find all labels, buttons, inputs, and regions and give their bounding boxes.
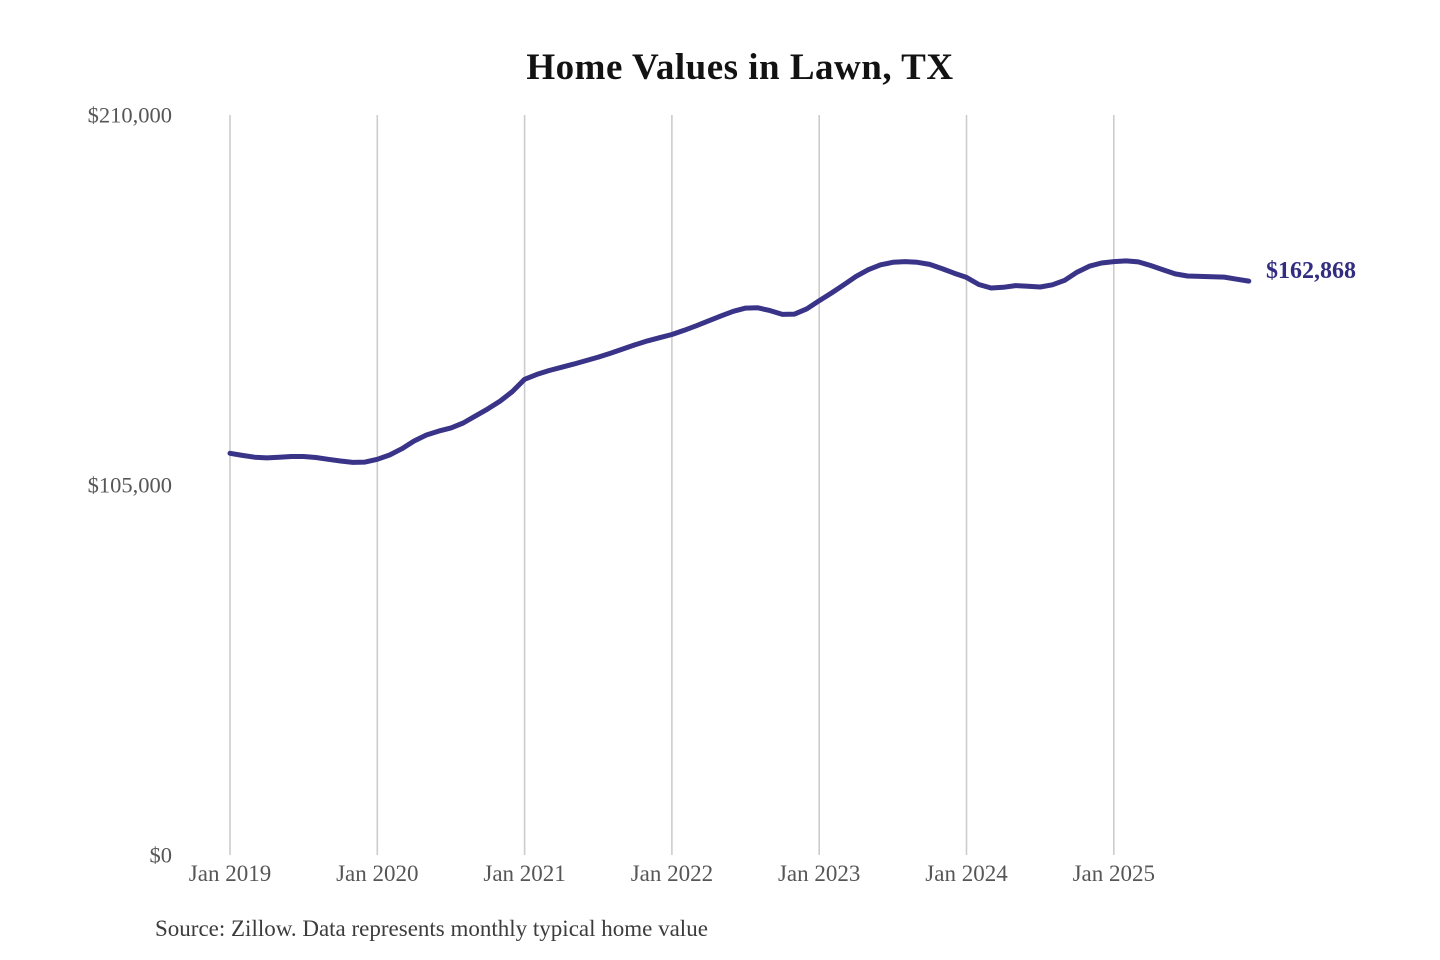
x-axis-tick-label: Jan 2021	[483, 861, 565, 886]
x-axis-tick-label: Jan 2022	[631, 861, 713, 886]
chart-title: Home Values in Lawn, TX	[526, 47, 954, 88]
x-axis-tick-label: Jan 2019	[189, 861, 271, 886]
y-axis-tick-label: $0	[150, 843, 173, 868]
source-note: Source: Zillow. Data represents monthly …	[155, 916, 708, 941]
y-axis-tick-label: $105,000	[88, 473, 172, 498]
x-axis-tick-label: Jan 2020	[336, 861, 418, 886]
x-axis-tick-label: Jan 2024	[925, 861, 1008, 886]
current-value-label: $162,868	[1266, 258, 1356, 284]
home-values-line	[227, 258, 1252, 465]
x-axis-tick-label: Jan 2025	[1073, 861, 1155, 886]
x-axis-tick-label: Jan 2023	[778, 861, 860, 886]
y-axis-tick-label: $210,000	[88, 103, 172, 128]
